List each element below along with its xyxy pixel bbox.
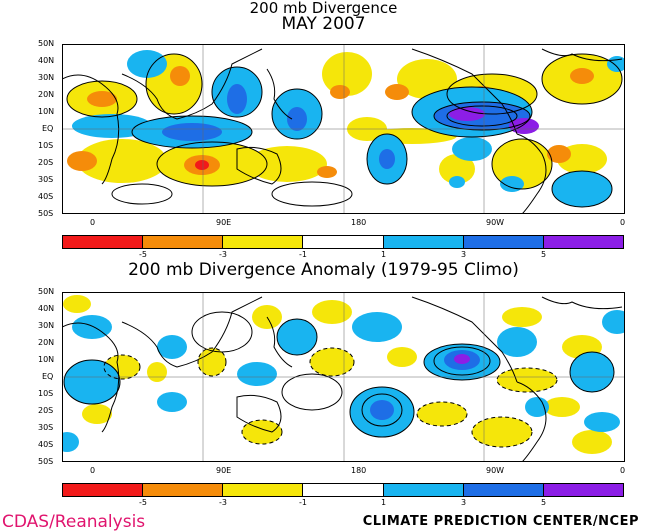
legend-swatch xyxy=(143,484,224,496)
legend-swatch xyxy=(383,484,464,496)
lon-label: 0 xyxy=(620,466,626,475)
bottom-anomaly-map xyxy=(62,292,625,462)
legend-swatch xyxy=(303,484,384,496)
lat-label: 10S xyxy=(38,389,54,398)
lat-label: 30S xyxy=(38,175,54,184)
top-map-title: 200 mb Divergence xyxy=(249,0,398,17)
lon-label: 90E xyxy=(216,466,232,475)
legend-tick: 1 xyxy=(381,250,387,259)
data-source-credit: CDAS/Reanalysis xyxy=(2,512,146,532)
top-map-fields xyxy=(62,44,625,214)
legend-swatch xyxy=(223,484,304,496)
lat-label: 20S xyxy=(38,158,54,167)
legend-swatch xyxy=(303,236,384,248)
lon-label: 180 xyxy=(351,218,367,227)
legend-tick: -1 xyxy=(299,250,307,259)
lon-label: 90E xyxy=(216,218,232,227)
legend-swatch xyxy=(383,236,464,248)
lon-label: 0 xyxy=(90,466,96,475)
lon-label: 0 xyxy=(90,218,96,227)
bottom-color-legend xyxy=(62,483,624,497)
legend-tick: 5 xyxy=(541,250,547,259)
lon-label: 90W xyxy=(486,466,505,475)
legend-tick: 3 xyxy=(461,498,467,507)
lat-label: 10S xyxy=(38,141,54,150)
top-color-legend xyxy=(62,235,624,249)
lat-label: 20N xyxy=(38,90,55,99)
legend-tick: -3 xyxy=(219,250,227,259)
lat-label: 20N xyxy=(38,338,55,347)
lon-label: 180 xyxy=(351,466,367,475)
lat-label: 40N xyxy=(38,56,55,65)
lat-label: 50S xyxy=(38,457,54,466)
lat-label: 40S xyxy=(38,192,54,201)
top-divergence-map xyxy=(62,44,625,214)
legend-swatch xyxy=(543,236,623,248)
lat-label: 50N xyxy=(38,287,55,296)
legend-swatch xyxy=(223,236,304,248)
legend-tick: -5 xyxy=(139,498,147,507)
legend-tick: 5 xyxy=(541,498,547,507)
legend-swatch xyxy=(543,484,623,496)
bottom-map-fields xyxy=(62,292,625,462)
legend-swatch xyxy=(143,236,224,248)
legend-swatch xyxy=(463,236,544,248)
lat-label: 40N xyxy=(38,304,55,313)
legend-swatch xyxy=(63,236,144,248)
lat-label: EQ xyxy=(42,372,54,381)
legend-tick: -1 xyxy=(299,498,307,507)
lat-label: 50N xyxy=(38,39,55,48)
legend-swatch xyxy=(463,484,544,496)
lat-label: 40S xyxy=(38,440,54,449)
lon-label: 0 xyxy=(620,218,626,227)
lon-label: 90W xyxy=(486,218,505,227)
lat-label: 30S xyxy=(38,423,54,432)
lat-label: 10N xyxy=(38,107,55,116)
lat-label: 30N xyxy=(38,73,55,82)
lat-label: 10N xyxy=(38,355,55,364)
legend-tick: -5 xyxy=(139,250,147,259)
lat-label: 20S xyxy=(38,406,54,415)
bottom-map-title: 200 mb Divergence Anomaly (1979-95 Climo… xyxy=(128,260,519,280)
legend-swatch xyxy=(63,484,144,496)
legend-tick: 1 xyxy=(381,498,387,507)
legend-tick: 3 xyxy=(461,250,467,259)
lat-label: 30N xyxy=(38,321,55,330)
lat-label: EQ xyxy=(42,124,54,133)
top-map-date: MAY 2007 xyxy=(281,14,366,34)
lat-label: 50S xyxy=(38,209,54,218)
legend-tick: -3 xyxy=(219,498,227,507)
agency-credit: CLIMATE PREDICTION CENTER/NCEP xyxy=(362,514,639,529)
